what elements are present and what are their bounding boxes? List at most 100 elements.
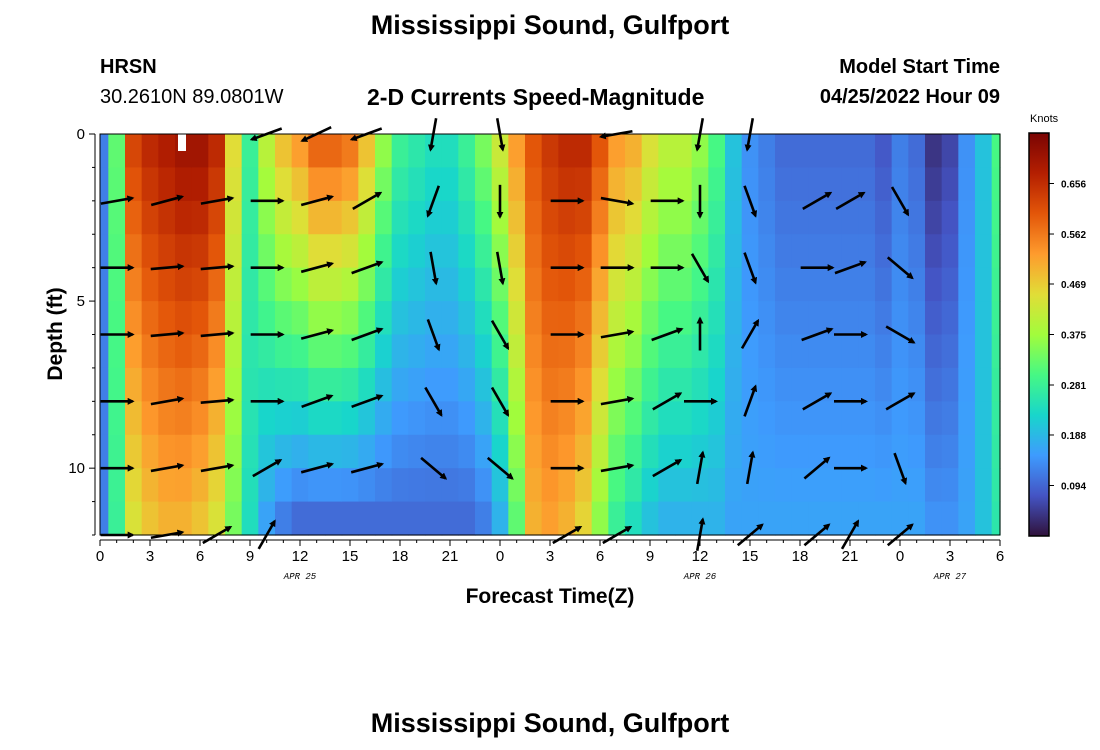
axes: 0 3 6 9 12 15 18 21 0 3 6 9 12 15 18 21 0 3 6 APR 25 APR 26 A… [68, 126, 1004, 582]
heat-cell [708, 134, 726, 169]
heat-cell [841, 334, 859, 369]
heat-cell [108, 401, 126, 436]
heat-cell [175, 301, 193, 336]
heat-cell [725, 434, 743, 469]
heat-cell [308, 301, 326, 336]
heat-cell [541, 167, 559, 202]
heat-cell [225, 134, 243, 169]
heat-cell [100, 401, 109, 436]
heat-cell [975, 434, 993, 469]
heat-cell [641, 401, 659, 436]
heat-cell [508, 134, 526, 169]
heat-cell [125, 501, 143, 536]
heat-cell [708, 301, 726, 336]
heat-cell [508, 501, 526, 536]
heat-cell [608, 468, 626, 503]
heat-cell [358, 134, 376, 169]
heat-cell [391, 301, 409, 336]
date-label: APR 26 [683, 572, 717, 582]
heat-cell [808, 167, 826, 202]
heat-cell [175, 468, 193, 503]
heat-cell [841, 234, 859, 269]
heat-cell [875, 267, 893, 302]
heat-cell [275, 434, 293, 469]
heat-cell [525, 167, 543, 202]
heat-cell [225, 234, 243, 269]
x-tick-label: 15 [742, 548, 759, 565]
heat-cell [341, 200, 359, 235]
heat-cell [975, 234, 993, 269]
heat-cell [441, 401, 459, 436]
current-vector [300, 328, 335, 340]
heat-cell [275, 501, 293, 536]
heat-cell [508, 301, 526, 336]
heat-cell [208, 334, 226, 369]
heat-cell [308, 234, 326, 269]
heat-cell [125, 334, 143, 369]
y-tick-label: 10 [68, 460, 85, 477]
heat-cell [825, 367, 843, 402]
current-vector [802, 392, 833, 411]
heat-cell [691, 334, 709, 369]
current-vector [200, 195, 235, 205]
heat-cell [241, 434, 259, 469]
heat-cell [641, 468, 659, 503]
current-vector [150, 194, 185, 207]
heat-cell [291, 367, 309, 402]
heat-cell [858, 134, 876, 169]
heat-cell [508, 434, 526, 469]
heat-cell [291, 434, 309, 469]
heat-cell [458, 367, 476, 402]
heat-cell [375, 334, 393, 369]
current-vector [351, 260, 384, 275]
current-vector [490, 319, 510, 351]
heat-cell [108, 334, 126, 369]
heat-cell [675, 501, 693, 536]
heat-cell [775, 401, 793, 436]
heat-cell [408, 167, 426, 202]
heat-cell [308, 334, 326, 369]
heat-cell [508, 367, 526, 402]
heat-cell [391, 468, 409, 503]
heat-cell [758, 434, 776, 469]
heat-cell [708, 200, 726, 235]
heat-cell [258, 468, 276, 503]
heat-cell [475, 434, 493, 469]
heat-cell [225, 334, 243, 369]
heat-cell [541, 501, 559, 536]
heat-cell [358, 434, 376, 469]
heat-cell [891, 468, 909, 503]
heat-cell [941, 134, 959, 169]
heat-cell [225, 167, 243, 202]
heat-cell [758, 401, 776, 436]
heat-cell [458, 301, 476, 336]
heat-cell [925, 234, 943, 269]
heat-cell [741, 334, 759, 369]
current-vector [351, 394, 384, 409]
heat-cell [508, 167, 526, 202]
heat-cell [991, 334, 1001, 369]
heat-cell [208, 434, 226, 469]
heat-cell [741, 367, 759, 402]
heat-cell [625, 468, 643, 503]
heat-cell [758, 501, 776, 536]
heat-cell [391, 134, 409, 169]
heat-cell [541, 267, 559, 302]
heat-cell [191, 367, 209, 402]
heat-cell [341, 167, 359, 202]
heat-cell [875, 367, 893, 402]
x-tick-label: 21 [442, 548, 459, 565]
heat-cell [275, 401, 293, 436]
heat-cell [100, 167, 109, 202]
heat-cell [391, 234, 409, 269]
heat-cell [625, 167, 643, 202]
heat-cell [675, 367, 693, 402]
heat-cell [358, 301, 376, 336]
heat-cell [141, 234, 159, 269]
heat-cell [925, 367, 943, 402]
heat-cell [525, 234, 543, 269]
heat-cell [958, 167, 976, 202]
heat-cell [525, 434, 543, 469]
heat-cell [825, 468, 843, 503]
current-vector [150, 330, 185, 338]
